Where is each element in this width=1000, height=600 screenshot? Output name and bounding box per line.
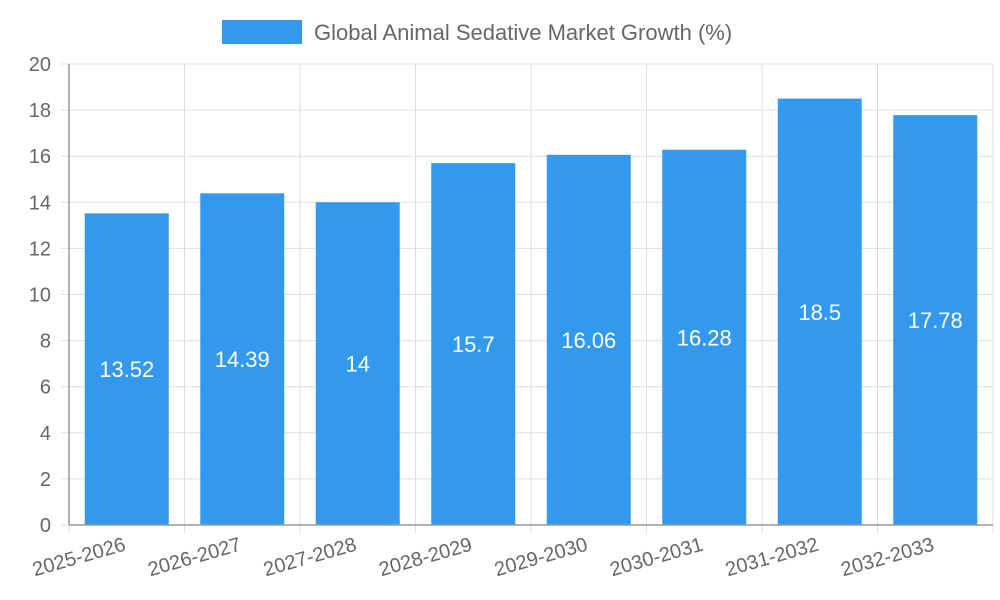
x-tick-label: 2028-2029 [377, 534, 475, 582]
legend-swatch [222, 20, 302, 44]
x-tick-label: 2032-2033 [839, 534, 937, 582]
x-tick-label: 2026-2027 [146, 534, 244, 582]
bar-value-label: 16.06 [561, 328, 616, 353]
x-tick-label: 2027-2028 [261, 534, 359, 582]
bar-value-label: 15.7 [452, 332, 495, 357]
x-tick-label: 2031-2032 [723, 534, 821, 582]
bar-value-label: 17.78 [908, 308, 963, 333]
y-tick-label: 20 [29, 54, 51, 76]
bar-value-label: 16.28 [677, 325, 732, 350]
legend[interactable]: Global Animal Sedative Market Growth (%) [222, 20, 732, 45]
axes [68, 64, 993, 526]
bar[interactable] [546, 154, 631, 525]
bar[interactable] [200, 193, 285, 526]
x-tick-label: 2029-2030 [492, 534, 590, 582]
y-axis-tick-labels: 0 2 4 6 8 10 12 14 16 18 20 [29, 54, 51, 537]
bar[interactable] [893, 115, 978, 526]
bar[interactable] [431, 163, 516, 526]
bar[interactable] [662, 149, 747, 525]
bar[interactable] [777, 98, 862, 525]
y-tick-label: 14 [29, 192, 51, 214]
bar-value-label: 18.5 [798, 300, 841, 325]
bar[interactable] [84, 213, 169, 525]
y-tick-label: 2 [40, 469, 51, 491]
legend-label: Global Animal Sedative Market Growth (%) [314, 20, 732, 45]
y-tick-label: 0 [40, 515, 51, 537]
x-axis-tick-labels: 2025-2026 2026-2027 2027-2028 2028-2029 2029… [30, 534, 937, 582]
y-tick-label: 12 [29, 238, 51, 260]
y-tick-label: 16 [29, 146, 51, 168]
x-tick-label: 2030-2031 [608, 534, 706, 582]
bar[interactable] [315, 202, 400, 526]
x-tick-label: 2025-2026 [30, 534, 128, 582]
y-tick-label: 4 [40, 423, 51, 445]
bar-value-label: 14.39 [215, 347, 270, 372]
y-tick-label: 8 [40, 331, 51, 353]
y-tick-label: 18 [29, 100, 51, 122]
bar-value-label: 13.52 [99, 357, 154, 382]
y-tick-label: 10 [29, 285, 51, 307]
bars: 13.52 14.39 14 15.7 16.06 16.28 18.5 17.78 [84, 98, 978, 526]
y-tick-label: 6 [40, 377, 51, 399]
bar-value-label: 14 [346, 352, 370, 377]
